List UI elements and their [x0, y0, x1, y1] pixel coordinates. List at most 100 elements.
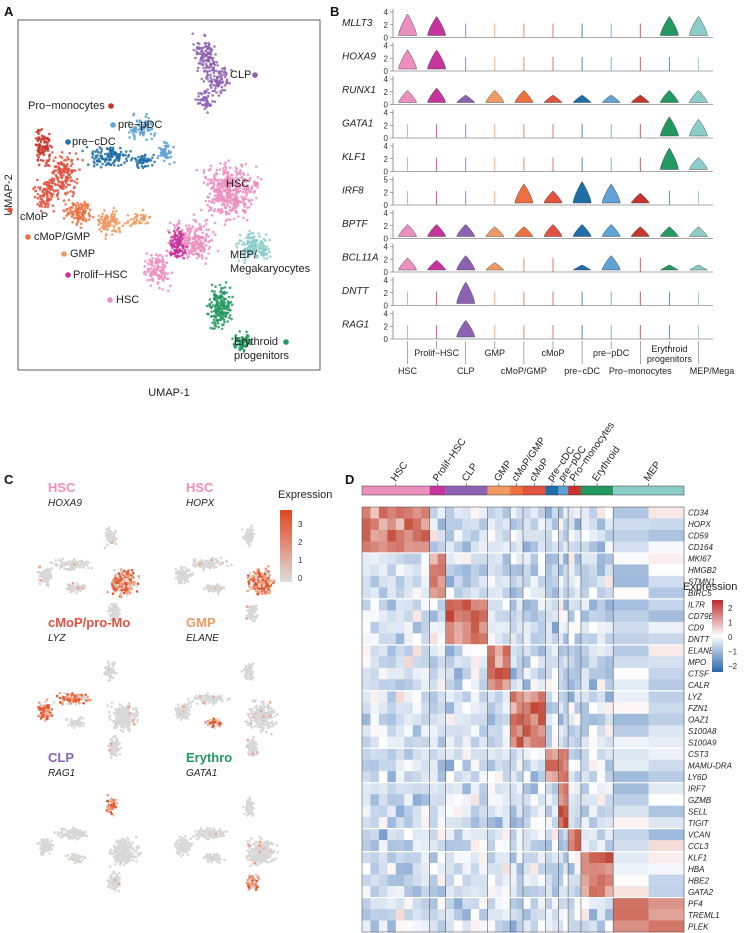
umap-cell — [217, 71, 221, 75]
umap-cell — [210, 187, 213, 190]
umap-cell — [145, 252, 149, 255]
feature-cell — [75, 565, 78, 569]
umap-cell — [77, 219, 80, 222]
feature-cell — [174, 568, 178, 571]
umap-cell — [215, 61, 219, 64]
feature-cell — [251, 587, 254, 590]
umap-cell — [214, 315, 217, 319]
umap-cell — [223, 301, 226, 305]
umap-cell — [202, 250, 205, 253]
umap-cell — [139, 216, 143, 220]
feature-cell — [121, 586, 125, 589]
umap-cell — [103, 209, 106, 212]
umap-cell — [148, 278, 152, 282]
umap-cell — [257, 247, 261, 250]
umap-cell — [62, 169, 66, 173]
umap-cell — [100, 216, 103, 220]
umap-cell — [194, 228, 197, 231]
umap-cell — [212, 181, 216, 184]
umap-cell — [98, 228, 101, 231]
umap-cell — [145, 138, 148, 141]
feature-cell — [42, 713, 45, 717]
feature-cell — [135, 590, 139, 593]
feature-cell — [187, 697, 190, 701]
umap-cell — [119, 150, 123, 154]
umap-cell — [229, 176, 232, 179]
umap-cell — [66, 170, 70, 173]
umap-cell — [256, 254, 259, 258]
umap-cell — [37, 128, 40, 132]
umap-cell — [204, 236, 207, 240]
umap-cell — [231, 192, 234, 196]
umap-cell — [208, 245, 212, 249]
violin-shape — [572, 264, 592, 271]
umap-cell — [218, 318, 221, 322]
feature-cell — [49, 561, 52, 564]
feature-cell — [124, 589, 127, 592]
umap-cell — [125, 157, 128, 160]
umap-cell — [203, 42, 207, 45]
umap-cell — [250, 185, 254, 188]
umap-cell — [142, 219, 146, 222]
umap-cell — [224, 281, 228, 284]
umap-cell — [182, 245, 185, 248]
feature-cell — [112, 581, 115, 585]
umap-cell — [230, 317, 233, 321]
violin-shape — [398, 257, 417, 271]
umap-cell — [39, 140, 43, 144]
umap-cell — [149, 132, 153, 136]
umap-cell — [191, 253, 195, 256]
umap-cell — [66, 179, 69, 182]
feature-cell — [224, 559, 228, 563]
umap-cell — [215, 319, 218, 322]
umap-cell — [158, 269, 162, 273]
umap-cell — [62, 174, 65, 177]
umap-cell — [115, 223, 118, 226]
feature-cell — [86, 695, 89, 699]
umap-cell — [211, 89, 215, 93]
umap-cell — [218, 199, 221, 203]
umap-cell — [36, 139, 39, 142]
feature-cell — [181, 715, 184, 718]
umap-cell — [214, 285, 217, 288]
umap-cell — [113, 217, 116, 220]
umap-cell — [48, 178, 52, 182]
umap-cell — [190, 247, 193, 250]
umap-cell — [120, 163, 123, 167]
umap-cell — [133, 134, 136, 137]
umap-cell — [210, 80, 213, 84]
umap-cell — [217, 325, 220, 329]
umap-cell — [241, 243, 244, 246]
feature-cell — [76, 720, 79, 723]
umap-cell — [225, 79, 228, 83]
violin-ytick-label: 2 — [384, 54, 389, 63]
violin-shape — [631, 94, 650, 103]
feature-cell — [60, 564, 63, 568]
umap-cell — [217, 94, 221, 97]
umap-cell — [232, 256, 236, 259]
umap-cell — [156, 156, 159, 160]
feature-plots: HSCHOXA9HSCHOPXcMoP/pro-MoLYZGMPELANECLP… — [36, 480, 279, 893]
umap-cell — [57, 180, 61, 183]
feature-cell — [82, 701, 85, 705]
feature-cell — [43, 719, 47, 722]
feature-cell — [40, 711, 43, 715]
umap-cell — [241, 198, 245, 201]
umap-cell — [205, 71, 209, 74]
umap-cell — [46, 181, 49, 184]
umap-cell — [136, 163, 139, 166]
umap-cell — [222, 73, 226, 76]
feature-cell — [113, 536, 116, 540]
violin-ytick-label: 2 — [384, 255, 389, 264]
umap-cell — [199, 56, 203, 60]
umap-frame — [17, 19, 321, 371]
umap-cell — [137, 155, 140, 159]
umap-cell — [166, 249, 169, 253]
violin-shape — [572, 94, 592, 103]
umap-cell — [232, 217, 236, 221]
umap-cell — [209, 326, 213, 330]
feature-cell — [72, 726, 76, 729]
umap-cell — [56, 189, 60, 192]
feature-cell — [132, 714, 135, 718]
